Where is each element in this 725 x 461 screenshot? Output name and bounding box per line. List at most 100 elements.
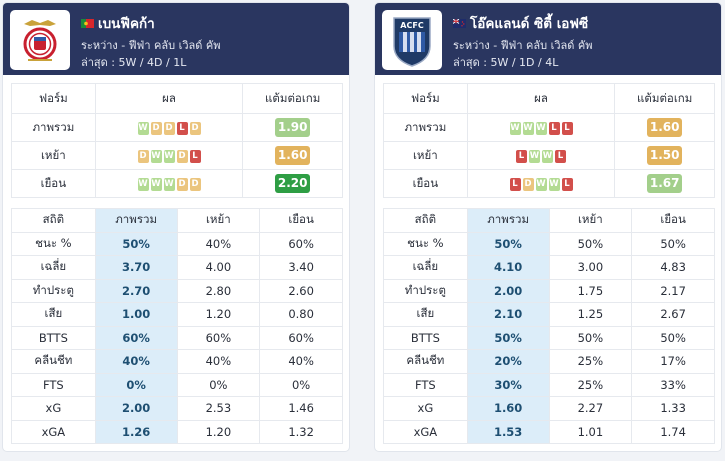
stat-away: 1.32 <box>259 419 343 444</box>
stat-away: 0.80 <box>259 302 343 327</box>
stats-row: ทำประตู 2.70 2.80 2.60 <box>11 278 343 303</box>
result-chip: L <box>176 121 188 135</box>
stat-label: BTTS <box>11 325 96 350</box>
stat-away: 17% <box>631 349 715 374</box>
team-panel-away: ACFC โอ๊คแลนด์ ซิตี้ เอฟซี ระหว่าง - ฟีฟ… <box>374 2 722 452</box>
stats-row: xG 1.60 2.27 1.33 <box>383 396 715 421</box>
ppg-badge: 1.90 <box>274 118 311 137</box>
stat-home: 40% <box>176 231 261 256</box>
team-name[interactable]: เบนฟีคก้า <box>81 12 155 34</box>
result-chip: L <box>555 149 566 163</box>
result-chip: W <box>137 177 149 191</box>
stat-away: 1.33 <box>631 396 715 421</box>
stat-home: 1.01 <box>548 419 633 444</box>
result-chip: W <box>529 149 540 163</box>
stat-label: ทำประตู <box>11 278 96 303</box>
team-logo[interactable] <box>10 10 70 70</box>
competition-text: ระหว่าง - ฟีฟ่า คลับ เวิลด์ คัพ <box>453 39 593 52</box>
result-chip: W <box>137 121 149 135</box>
ppg-badge: 1.60 <box>646 118 683 137</box>
stats-row: ชนะ % 50% 40% 60% <box>11 231 343 256</box>
stat-away: 2.60 <box>259 278 343 303</box>
form-header-row: ฟอร์ม ผล แต้มต่อเกม <box>383 83 715 114</box>
stat-home: 25% <box>548 372 633 397</box>
stat-away: 3.40 <box>259 255 343 280</box>
stat-label: เฉลี่ย <box>11 255 96 280</box>
form-header-form: ฟอร์ม <box>383 83 468 114</box>
stat-away: 2.67 <box>631 302 715 327</box>
team-name-text: เบนฟีคก้า <box>98 16 155 32</box>
stats-row: คลีนชีท 40% 40% 40% <box>11 349 343 374</box>
result-chip: D <box>163 121 175 135</box>
result-chip: W <box>163 149 175 163</box>
stats-header-row: สถิติ ภาพรวม เหย้า เยือน <box>11 208 343 233</box>
team-name-text: โอ๊คแลนด์ ซิตี้ เอฟซี <box>470 16 589 32</box>
team-name[interactable]: โอ๊คแลนด์ ซิตี้ เอฟซี <box>453 12 588 34</box>
stat-overall: 1.00 <box>94 302 178 327</box>
team-header: ACFC โอ๊คแลนด์ ซิตี้ เอฟซี ระหว่าง - ฟีฟ… <box>375 3 721 75</box>
stat-overall: 50% <box>94 231 178 256</box>
stats-row: คลีนชีท 20% 25% 17% <box>383 349 715 374</box>
stats-header-overall: ภาพรวม <box>94 208 178 233</box>
stat-label: FTS <box>383 372 468 397</box>
team-panel-home: เบนฟีคก้า ระหว่าง - ฟีฟ่า คลับ เวิลด์ คั… <box>2 2 350 452</box>
stats-row: FTS 30% 25% 33% <box>383 372 715 397</box>
result-chip: L <box>189 149 201 163</box>
stat-overall: 2.70 <box>94 278 178 303</box>
result-chip: L <box>548 121 560 135</box>
result-chip: W <box>509 121 521 135</box>
stat-overall: 30% <box>466 372 550 397</box>
result-chip: W <box>150 177 162 191</box>
stats-row: เสีย 1.00 1.20 0.80 <box>11 302 343 327</box>
result-chip: D <box>150 121 162 135</box>
result-chip: W <box>150 149 162 163</box>
stat-home: 1.20 <box>176 302 261 327</box>
result-chip: L <box>561 121 573 135</box>
stat-home: 2.27 <box>548 396 633 421</box>
stat-label: xG <box>11 396 96 421</box>
form-row-label: เหย้า <box>383 141 468 170</box>
competition-text: ระหว่าง - ฟีฟ่า คลับ เวิลด์ คัพ <box>81 39 221 52</box>
team-logo[interactable]: ACFC <box>382 10 442 70</box>
stat-home: 2.53 <box>176 396 261 421</box>
stat-home: 50% <box>548 231 633 256</box>
result-chip: D <box>522 177 534 191</box>
stat-label: คลีนชีท <box>383 349 468 374</box>
form-header-ppg: แต้มต่อเกม <box>614 83 715 114</box>
stat-home: 60% <box>176 325 261 350</box>
stats-row: BTTS 50% 50% 50% <box>383 325 715 350</box>
result-chip: W <box>535 177 547 191</box>
benfica-crest-icon <box>23 20 57 61</box>
stat-overall: 40% <box>94 349 178 374</box>
stat-home: 1.75 <box>548 278 633 303</box>
stats-table: สถิติ ภาพรวม เหย้า เยือน ชนะ % 50% 50% 50% เ… <box>383 208 715 444</box>
form-header-row: ฟอร์ม ผล แต้มต่อเกม <box>11 83 343 114</box>
ppg-badge: 1.60 <box>274 146 311 165</box>
stat-label: xG <box>383 396 468 421</box>
stats-row: BTTS 60% 60% 60% <box>11 325 343 350</box>
stat-overall: 2.10 <box>466 302 550 327</box>
stat-away: 4.83 <box>631 255 715 280</box>
stat-away: 40% <box>259 349 343 374</box>
result-chip: W <box>548 177 560 191</box>
stats-row: เสีย 2.10 1.25 2.67 <box>383 302 715 327</box>
stats-header-away: เยือน <box>631 208 715 233</box>
stats-header-stat: สถิติ <box>383 208 468 233</box>
auckland-city-crest-icon: ACFC <box>393 17 431 67</box>
result-chip: D <box>176 149 188 163</box>
stat-home: 1.20 <box>176 419 261 444</box>
stats-row: xGA 1.26 1.20 1.32 <box>11 419 343 444</box>
stat-overall: 0% <box>94 372 178 397</box>
stats-table: สถิติ ภาพรวม เหย้า เยือน ชนะ % 50% 40% 60% เ… <box>11 208 343 444</box>
stat-label: คลีนชีท <box>11 349 96 374</box>
stat-home: 2.80 <box>176 278 261 303</box>
ppg-badge: 2.20 <box>274 174 311 193</box>
stat-label: xGA <box>383 419 468 444</box>
stat-overall: 50% <box>466 231 550 256</box>
